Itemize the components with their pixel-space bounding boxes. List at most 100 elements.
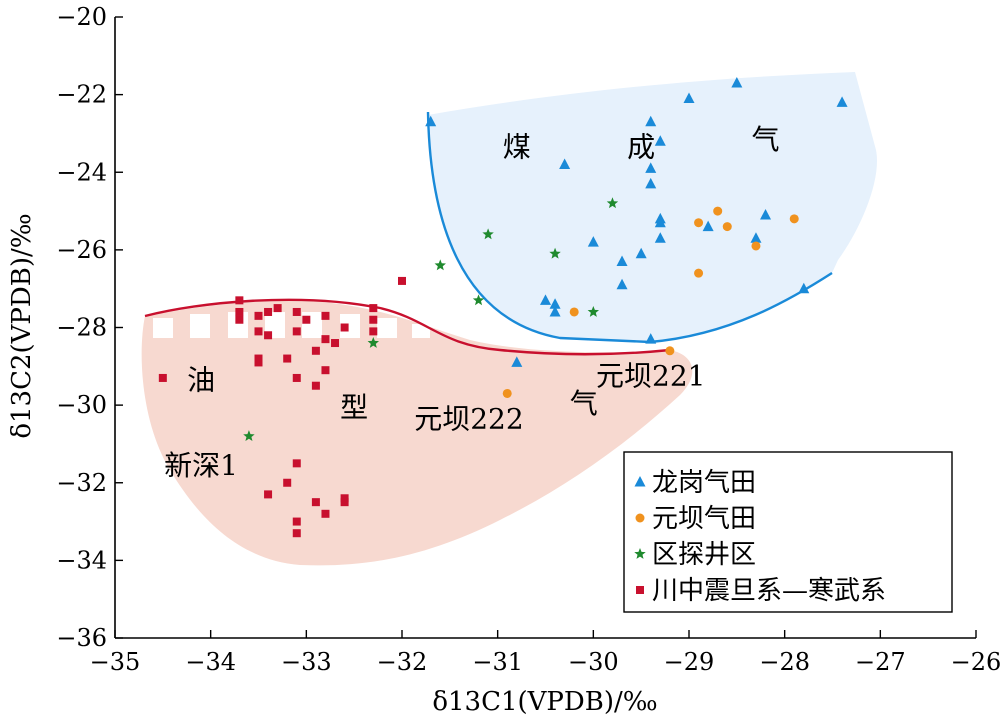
y-tick-label: −22 bbox=[56, 81, 107, 109]
x-tick-label: −32 bbox=[377, 648, 428, 676]
data-point-triangle bbox=[540, 294, 551, 305]
data-point-square bbox=[311, 381, 320, 390]
x-tick-label: −30 bbox=[568, 648, 619, 676]
data-point-square bbox=[340, 323, 349, 332]
data-point-circle bbox=[694, 268, 704, 278]
y-tick-label: −20 bbox=[56, 3, 107, 31]
data-point-star bbox=[606, 197, 619, 209]
data-point-triangle bbox=[654, 135, 666, 146]
data-point-square bbox=[273, 304, 282, 313]
y-tick-label: −36 bbox=[56, 624, 107, 652]
data-point-star bbox=[434, 259, 446, 271]
data-point-triangle bbox=[549, 305, 561, 317]
y-tick-label: −32 bbox=[56, 469, 107, 497]
data-points bbox=[158, 76, 848, 538]
data-point-triangle bbox=[635, 247, 647, 259]
data-point-square bbox=[235, 315, 244, 324]
data-point-circle bbox=[713, 206, 723, 216]
data-point-triangle bbox=[645, 162, 657, 173]
y-tick-label: −26 bbox=[56, 236, 107, 264]
data-point-square bbox=[292, 459, 301, 468]
y-axis-title: δ13C2(VPDB)/‰ bbox=[7, 213, 37, 438]
coal-gas-region bbox=[428, 72, 878, 342]
region-label: 气 bbox=[752, 123, 780, 156]
annotation-label: 元坝222 bbox=[414, 402, 523, 435]
x-tick-label: −34 bbox=[185, 648, 236, 676]
data-point-triangle bbox=[616, 255, 628, 267]
x-ticks: −35 −34 −33 −32 −31 −30 −29 −28 −27 −26 bbox=[90, 630, 1000, 676]
data-point-triangle bbox=[645, 333, 657, 344]
x-tick-label: −27 bbox=[855, 648, 906, 676]
legend-marker-circle bbox=[635, 513, 645, 523]
data-point-triangle bbox=[683, 92, 695, 104]
data-point-square bbox=[398, 276, 406, 285]
region-label: 气 bbox=[570, 387, 598, 420]
x-tick-label: −29 bbox=[664, 648, 715, 676]
data-point-square bbox=[369, 327, 378, 336]
data-point-triangle bbox=[425, 115, 437, 127]
region-labels: 煤成气油型气 bbox=[187, 123, 779, 424]
x-tick-label: −26 bbox=[951, 648, 1000, 676]
oil-gas-region bbox=[141, 300, 693, 566]
data-point-square bbox=[369, 315, 378, 324]
annotations: 元坝221 元坝222 新深1 bbox=[164, 360, 705, 482]
data-point-triangle bbox=[587, 236, 599, 247]
data-point-square bbox=[311, 498, 320, 507]
data-point-circle bbox=[502, 388, 512, 398]
data-point-triangle bbox=[702, 220, 714, 232]
data-point-triangle bbox=[559, 158, 571, 169]
x-tick-label: −31 bbox=[472, 648, 523, 676]
legend-box bbox=[623, 451, 953, 613]
data-point-square bbox=[283, 478, 292, 487]
data-point-square bbox=[292, 529, 301, 538]
legend-marker-star bbox=[634, 548, 646, 559]
data-point-star bbox=[243, 430, 255, 442]
y-tick-label: −34 bbox=[56, 546, 107, 574]
data-point-star bbox=[472, 294, 485, 306]
data-point-triangle bbox=[654, 216, 666, 228]
data-point-square bbox=[254, 358, 263, 367]
y-tick-label: −30 bbox=[56, 391, 107, 419]
data-point-circle bbox=[694, 218, 704, 228]
legend-label: 区探井区 bbox=[652, 540, 756, 570]
data-point-star bbox=[587, 305, 600, 317]
data-point-square bbox=[264, 490, 273, 499]
annotation-label: 新深1 bbox=[164, 449, 238, 482]
data-point-square bbox=[292, 517, 301, 526]
data-point-square bbox=[311, 346, 320, 355]
legend-label: 川中震旦系—寒武系 bbox=[652, 576, 886, 606]
data-point-square bbox=[254, 311, 263, 320]
data-point-square bbox=[292, 373, 301, 382]
data-point-triangle bbox=[511, 356, 523, 367]
data-point-circle bbox=[569, 307, 579, 317]
data-point-triangle bbox=[549, 298, 561, 309]
legend-label: 龙岗气田 bbox=[652, 468, 756, 498]
data-point-circle bbox=[722, 222, 732, 232]
y-tick-label: −28 bbox=[56, 314, 107, 342]
data-point-square bbox=[292, 307, 301, 316]
data-point-circle bbox=[751, 241, 761, 251]
data-point-square bbox=[292, 327, 301, 336]
coal-gas-boundary bbox=[426, 111, 833, 344]
data-point-square bbox=[321, 366, 330, 375]
data-point-star bbox=[482, 228, 494, 240]
axes: −35 −34 −33 −32 −31 −30 −29 −28 −27 −26 −36 −34 −32… bbox=[56, 3, 1000, 676]
data-point-square bbox=[321, 311, 330, 320]
region-label: 型 bbox=[340, 391, 368, 424]
data-point-circle bbox=[665, 346, 675, 356]
data-point-square bbox=[331, 339, 340, 348]
legend-label: 元坝气田 bbox=[652, 504, 756, 534]
data-point-triangle bbox=[645, 177, 657, 189]
legend-marker-square bbox=[636, 586, 644, 594]
x-tick-label: −35 bbox=[90, 648, 141, 676]
region-label: 油 bbox=[187, 364, 215, 397]
data-point-star bbox=[367, 337, 380, 348]
data-point-square bbox=[321, 335, 330, 344]
data-point-square bbox=[235, 296, 244, 305]
data-point-triangle bbox=[750, 232, 762, 243]
region-label: 成 bbox=[627, 131, 655, 164]
data-point-star bbox=[549, 247, 561, 259]
